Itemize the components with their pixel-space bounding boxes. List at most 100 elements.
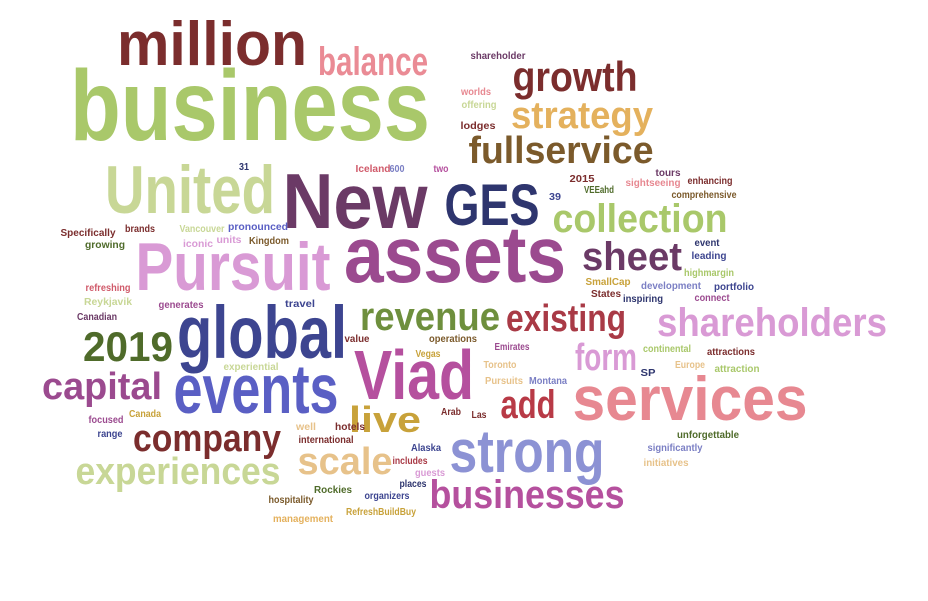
word-600: 600 — [390, 164, 405, 175]
word-refreshbuildbuy: RefreshBuildBuy — [346, 507, 416, 518]
word-operations: operations — [429, 334, 477, 345]
word-focused: focused — [89, 415, 124, 426]
word-strategy: strategy — [511, 95, 653, 137]
word-sightseeing: sightseeing — [626, 178, 681, 189]
word-places: places — [400, 479, 427, 490]
word-tours: tours — [656, 168, 681, 179]
word-toronto: Toronto — [484, 360, 517, 371]
word-connect: connect — [695, 293, 731, 304]
word-2015: 2015 — [570, 174, 595, 185]
word-offering: offering — [462, 100, 497, 111]
word-revenue: revenue — [360, 295, 500, 339]
word-new: New — [283, 157, 428, 245]
word-attraction: attraction — [715, 364, 760, 375]
word-ges: GES — [445, 173, 540, 238]
word-includes: includes — [393, 456, 428, 467]
word-reykjavik: Reykjavik — [84, 297, 132, 308]
word-live: live — [349, 399, 421, 440]
word-range: range — [98, 429, 123, 440]
word-31: 31 — [239, 162, 249, 173]
word-viad: Viad — [354, 336, 474, 414]
word-two: two — [434, 164, 449, 175]
word-pursuit: Pursuit — [136, 229, 331, 305]
word-39: 39 — [549, 192, 561, 203]
word-arab: Arab — [441, 407, 461, 418]
word-growth: growth — [513, 53, 638, 100]
word-alaska: Alaska — [411, 443, 441, 454]
word-rockies: Rockies — [314, 485, 352, 496]
word-scale: scale — [298, 441, 393, 483]
word-enhancing: enhancing — [688, 176, 733, 187]
word-portfolio: portfolio — [714, 282, 754, 293]
word-unforgettable: unforgettable — [677, 430, 739, 441]
word-lodges: lodges — [461, 121, 496, 132]
word-canadian: Canadian — [77, 312, 117, 323]
word-well: well — [295, 422, 316, 433]
word-refreshing: refreshing — [86, 283, 131, 294]
word-pronounced: pronounced — [228, 222, 288, 233]
word-hotels: hotels — [335, 422, 365, 433]
word-montana: Montana — [529, 376, 567, 387]
word-sp: SP — [641, 368, 656, 379]
word-sheet: sheet — [582, 235, 682, 279]
word-strong: strong — [450, 418, 605, 485]
word-emirates: Emirates — [495, 342, 530, 353]
word-management: management — [273, 514, 334, 525]
word-add: add — [501, 383, 556, 427]
word-guests: guests — [415, 468, 445, 479]
word-international: international — [299, 435, 354, 446]
word-leading: leading — [692, 251, 727, 262]
word-experiential: experiential — [224, 362, 279, 373]
word-events: events — [174, 350, 339, 428]
word-fullservice: fullservice — [469, 130, 654, 172]
word-businesses: businesses — [430, 473, 625, 517]
word-balance: balance — [318, 40, 428, 84]
word-assets: assets — [344, 210, 566, 299]
word-significantly: significantly — [648, 443, 703, 454]
word-initiatives: initiatives — [644, 458, 689, 469]
word-veeahd: VEEahd — [584, 185, 614, 196]
word-development: development — [641, 281, 702, 292]
word-collection: collection — [553, 197, 728, 241]
word-2019: 2019 — [83, 323, 173, 370]
word-comprehensive: comprehensive — [672, 190, 737, 201]
word-united: United — [105, 152, 275, 228]
word-worlds: worlds — [460, 87, 491, 98]
word-iceland: Iceland — [356, 164, 391, 175]
word-experiences: experiences — [76, 451, 281, 493]
word-states: States — [591, 289, 621, 300]
word-inspiring: inspiring — [623, 294, 663, 305]
word-event: event — [695, 238, 721, 249]
word-continental: continental — [643, 344, 691, 355]
word-company: company — [133, 418, 281, 460]
word-capital: capital — [42, 366, 162, 408]
word-vancouver: Vancouver — [180, 224, 225, 235]
word-existing: existing — [506, 298, 626, 340]
word-iconic: iconic — [183, 239, 213, 250]
word-smallcap: SmallCap — [586, 277, 631, 288]
word-shareholder: shareholder — [471, 51, 526, 62]
word-form: form — [575, 337, 637, 379]
word-shareholders: shareholders — [657, 301, 887, 345]
word-kingdom: Kingdom — [249, 236, 289, 247]
word-europe: Europe — [675, 360, 705, 371]
word-las: Las — [472, 410, 487, 421]
word-growing: growing — [85, 240, 125, 251]
word-business: business — [70, 50, 430, 162]
word-hospitality: hospitality — [269, 495, 314, 506]
word-value: value — [345, 334, 370, 345]
word-brands: brands — [125, 224, 155, 235]
word-generates: generates — [159, 300, 204, 311]
word-attractions: attractions — [707, 347, 755, 358]
word-vegas: Vegas — [416, 349, 441, 360]
word-specifically: Specifically — [61, 228, 116, 239]
word-pursuits: Pursuits — [485, 376, 523, 387]
word-highmargin: highmargin — [684, 268, 734, 279]
word-global: global — [177, 291, 347, 374]
word-canada: Canada — [129, 409, 161, 420]
word-organizers: organizers — [365, 491, 410, 502]
word-travel: travel — [285, 299, 315, 310]
word-units: units — [217, 235, 242, 246]
word-services: services — [573, 365, 808, 434]
